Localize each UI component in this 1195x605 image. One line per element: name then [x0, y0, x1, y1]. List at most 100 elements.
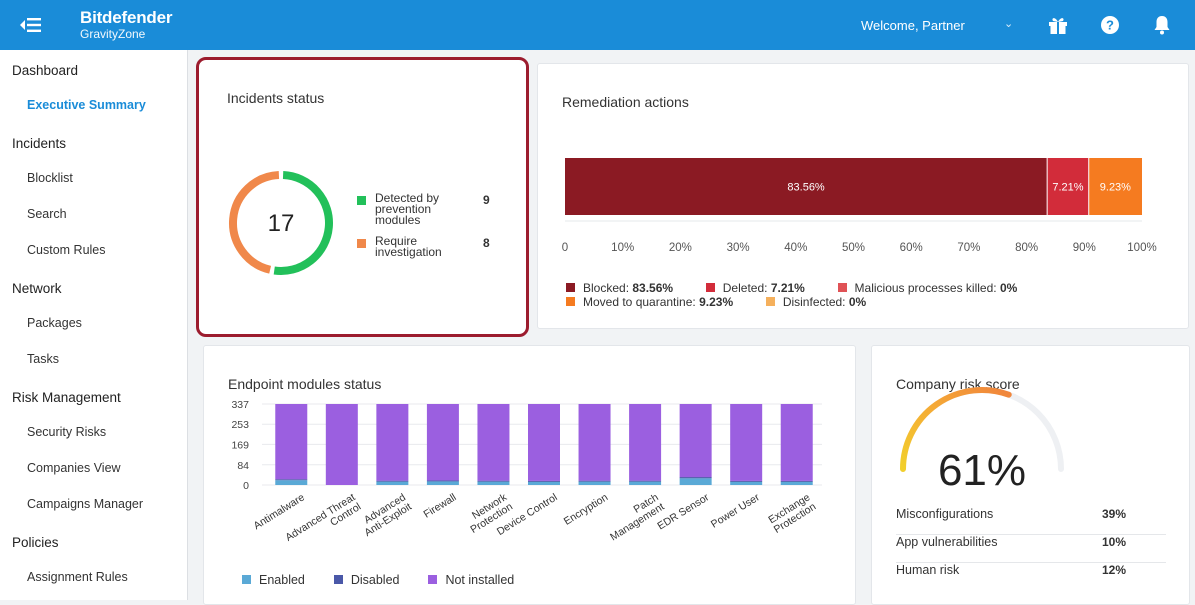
bar-enabled[interactable]	[426, 481, 459, 485]
donut-segments	[229, 171, 333, 275]
legend-label-line: modules	[375, 213, 421, 227]
bar-enabled[interactable]	[730, 481, 763, 485]
sidebar-section-policies[interactable]: Policies	[12, 535, 59, 550]
chart-bars	[275, 404, 813, 485]
legend-value: 8	[483, 236, 490, 250]
bar-not-installed[interactable]	[780, 404, 813, 481]
bar-segment[interactable]	[1047, 158, 1089, 215]
bar-disabled[interactable]	[679, 477, 712, 479]
chevron-down-icon[interactable]: ⌄	[1004, 18, 1014, 30]
donut-segment[interactable]	[229, 171, 280, 274]
bar-disabled[interactable]	[780, 480, 813, 482]
bar-disabled[interactable]	[528, 480, 560, 482]
y-tick-label: 253	[231, 419, 249, 431]
brand-logo[interactable]: Bitdefender GravityZone	[80, 9, 172, 40]
sidebar-section-dashboard[interactable]: Dashboard	[12, 63, 79, 78]
risk-row-value: 12%	[1102, 563, 1127, 577]
sidebar-section-risk-management[interactable]: Risk Management	[12, 390, 121, 405]
bar-not-installed[interactable]	[528, 404, 560, 481]
sidebar-item-search[interactable]: Search	[27, 207, 67, 221]
bar-enabled[interactable]	[477, 481, 510, 485]
bar-not-installed[interactable]	[679, 404, 712, 478]
remediation-bar-segments: 83.56% 7.21% 9.23%	[565, 158, 1142, 215]
remediation-bar-chart: 83.56% 7.21% 9.23% 0 10% 20% 30% 40% 50% 60% 70% 8…	[562, 158, 1157, 254]
axis-tick-label: 0	[562, 242, 568, 254]
axis-tick-label: 50%	[842, 242, 865, 254]
axis-tick-label: 10%	[611, 242, 634, 254]
bar-not-installed[interactable]	[730, 404, 763, 481]
sidebar-item-companies-view[interactable]: Companies View	[27, 461, 121, 475]
bar-segment-label: 7.21%	[1052, 182, 1083, 194]
bar-not-installed[interactable]	[275, 404, 308, 480]
legend-item-quarantine: Moved to quarantine: 9.23%	[566, 295, 733, 309]
bar-enabled[interactable]	[679, 478, 712, 485]
y-tick-label: 0	[243, 480, 249, 492]
axis-tick-label: 90%	[1073, 242, 1096, 254]
axis-tick-label: 30%	[727, 242, 750, 254]
x-tick-label: Encryption	[562, 491, 611, 528]
bar-not-installed[interactable]	[629, 404, 662, 481]
legend-swatch	[357, 196, 366, 205]
legend-item-blocked: Blocked: 83.56%	[566, 281, 673, 295]
gift-icon[interactable]	[1046, 13, 1070, 37]
bar-enabled[interactable]	[275, 480, 308, 485]
bar-not-installed[interactable]	[376, 404, 409, 481]
sidebar-item-blocklist[interactable]: Blocklist	[27, 171, 73, 185]
bar-enabled[interactable]	[780, 481, 813, 485]
legend-item-deleted: Deleted: 7.21%	[705, 281, 805, 295]
donut-segment[interactable]	[273, 171, 333, 275]
sidebar-item-security-risks[interactable]: Security Risks	[27, 425, 107, 439]
axis-tick-label: 80%	[1015, 242, 1038, 254]
legend-item-enabled[interactable]: Enabled	[242, 573, 305, 587]
legend-item-malicious-killed: Malicious processes killed: 0%	[837, 281, 1017, 295]
sidebar-item-packages[interactable]: Packages	[27, 316, 82, 330]
y-tick-label: 84	[237, 460, 249, 472]
help-icon[interactable]: ?	[1098, 13, 1122, 37]
bar-disabled[interactable]	[426, 480, 459, 482]
sidebar-item-executive-summary[interactable]: Executive Summary	[27, 98, 146, 112]
notifications-bell-icon[interactable]	[1150, 13, 1174, 37]
x-tick-label: Power User	[709, 491, 762, 531]
axis-tick-label: 100%	[1127, 242, 1156, 254]
risk-row-value: 39%	[1102, 507, 1127, 521]
remediation-actions-card: Remediation actions 83.56% 7.21% 9.23% 0 10…	[537, 63, 1189, 329]
bar-disabled[interactable]	[275, 479, 308, 481]
legend-item-disabled[interactable]: Disabled	[333, 573, 399, 587]
remediation-actions-title: Remediation actions	[562, 94, 689, 110]
bar-not-installed[interactable]	[477, 404, 510, 481]
bar-enabled[interactable]	[528, 481, 560, 485]
legend-item-not-installed[interactable]: Not installed	[428, 573, 514, 587]
bar-disabled[interactable]	[730, 480, 763, 482]
sidebar-item-custom-rules[interactable]: Custom Rules	[27, 243, 106, 257]
risk-row-value: 10%	[1102, 535, 1127, 549]
incidents-status-title: Incidents status	[227, 90, 325, 106]
sidebar-item-assignment-rules[interactable]: Assignment Rules	[27, 570, 128, 584]
bar-enabled[interactable]	[376, 481, 409, 485]
axis-tick-label: 70%	[957, 242, 980, 254]
bar-enabled[interactable]	[578, 481, 611, 485]
bar-disabled[interactable]	[578, 480, 611, 482]
legend-label-line: Detected by	[375, 191, 440, 205]
bar-disabled[interactable]	[376, 480, 409, 482]
gauge-fill	[900, 387, 1012, 472]
bar-not-installed[interactable]	[426, 404, 459, 481]
bar-not-installed[interactable]	[325, 404, 358, 485]
menu-collapse-icon[interactable]	[18, 14, 44, 36]
welcome-user-menu[interactable]: Welcome, Partner	[861, 18, 965, 33]
y-tick-label: 337	[231, 399, 249, 411]
sidebar-section-incidents[interactable]: Incidents	[12, 136, 67, 151]
incidents-total: 17	[268, 210, 295, 237]
bar-divider	[1046, 158, 1048, 215]
bar-enabled[interactable]	[629, 481, 662, 485]
bar-segment[interactable]	[1088, 158, 1142, 215]
sidebar-section-network[interactable]: Network	[12, 281, 62, 296]
sidebar-item-campaigns-manager[interactable]: Campaigns Manager	[27, 497, 144, 511]
risk-score-value: 61%	[938, 446, 1026, 495]
bar-segment[interactable]	[565, 158, 1048, 215]
bar-not-installed[interactable]	[578, 404, 611, 481]
risk-row-label: Human risk	[896, 563, 960, 577]
bar-disabled[interactable]	[629, 480, 662, 482]
sidebar-item-tasks[interactable]: Tasks	[27, 352, 59, 366]
bar-disabled[interactable]	[477, 480, 510, 482]
